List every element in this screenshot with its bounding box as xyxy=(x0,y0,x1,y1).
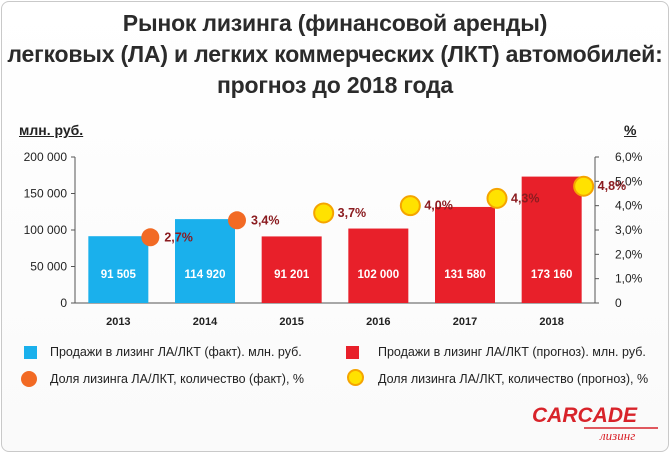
legend-fact-bars-label: Продажи в лизинг ЛА/ЛКТ (факт). млн. руб… xyxy=(50,345,302,359)
share-value-label: 3,7% xyxy=(338,206,367,220)
y-tick-label: 50 000 xyxy=(30,260,67,274)
y2-tick-label: 0 xyxy=(615,296,622,310)
x-tick-label: 2017 xyxy=(453,316,477,328)
share-dot-2015 xyxy=(313,202,335,224)
bar-value-label: 114 920 xyxy=(185,269,226,281)
bar-value-label: 91 201 xyxy=(274,269,310,281)
title-line-2: легковых (ЛА) и легких коммерческих (ЛКТ… xyxy=(7,41,663,67)
y2-tick-label: 4,0% xyxy=(615,199,643,213)
y2-tick-label: 6,0% xyxy=(615,150,643,164)
share-dot-2017 xyxy=(486,187,508,209)
y2-axis-unit-label: % xyxy=(624,122,637,138)
bar-value-label: 131 580 xyxy=(444,269,486,281)
share-value-label: 3,4% xyxy=(251,213,280,227)
bar-2014 xyxy=(175,219,235,303)
x-tick-label: 2015 xyxy=(279,316,303,328)
bar-2013 xyxy=(88,236,149,303)
title-line-1: Рынок лизинга (финансовой аренды) xyxy=(122,10,548,36)
y2-tick-label: 3,0% xyxy=(615,223,643,237)
legend-fact-share-dot xyxy=(21,371,37,387)
y2-tick-label: 5,0% xyxy=(615,174,643,188)
logo-sub-text: лизинг xyxy=(599,428,635,443)
bar-2016 xyxy=(348,228,409,303)
logo-brand-text: CARCADE xyxy=(532,404,638,427)
share-dot-2016 xyxy=(399,195,421,217)
bar-value-label: 91 505 xyxy=(101,269,137,281)
legend-fact-bar-swatch xyxy=(24,346,37,359)
share-value-label: 4,8% xyxy=(598,179,627,193)
x-tick-label: 2018 xyxy=(539,316,563,328)
x-tick-label: 2013 xyxy=(106,316,130,328)
share-value-label: 4,3% xyxy=(511,191,540,205)
x-tick-label: 2014 xyxy=(193,316,218,328)
share-dot-2018 xyxy=(573,175,595,197)
legend-forecast-share-dot xyxy=(347,369,364,386)
y-tick-label: 0 xyxy=(60,296,67,310)
y-axis-unit-label: млн. руб. xyxy=(19,122,84,138)
legend-forecast-bar-swatch xyxy=(346,346,359,359)
legend-forecast-share-label: Доля лизинга ЛА/ЛКТ, количество (прогноз… xyxy=(378,372,649,386)
y-tick-label: 150 000 xyxy=(24,187,68,201)
bar-value-label: 102 000 xyxy=(358,269,400,281)
legend-fact-share-label: Доля лизинга ЛА/ЛКТ, количество (факт), … xyxy=(50,372,304,386)
share-dot-2014 xyxy=(228,211,246,230)
y2-tick-label: 1,0% xyxy=(615,272,643,286)
chart-title: Рынок лизинга (финансовой аренды) легков… xyxy=(0,8,670,101)
x-tick-label: 2016 xyxy=(366,316,390,328)
bar-2015 xyxy=(261,236,322,303)
title-line-3: прогноз до 2018 года xyxy=(216,72,454,98)
y-tick-label: 200 000 xyxy=(24,150,68,164)
bar-2017 xyxy=(435,206,495,303)
share-value-label: 4,0% xyxy=(424,199,453,213)
bar-value-label: 173 160 xyxy=(531,269,573,281)
carcade-logo: CARCADE лизинг xyxy=(532,404,658,443)
legend-forecast-bars-label: Продажи в лизинг ЛА/ЛКТ (прогноз). млн. … xyxy=(378,345,646,359)
y-tick-label: 100 000 xyxy=(24,223,68,237)
share-value-label: 2,7% xyxy=(164,230,193,244)
share-dot-2013 xyxy=(141,228,160,247)
y2-tick-label: 2,0% xyxy=(615,247,643,261)
bar-2018 xyxy=(521,176,582,303)
